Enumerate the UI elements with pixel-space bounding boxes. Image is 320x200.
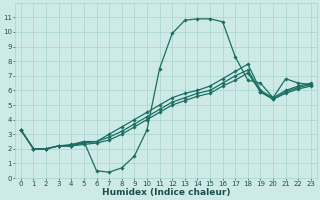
X-axis label: Humidex (Indice chaleur): Humidex (Indice chaleur) [102, 188, 230, 197]
